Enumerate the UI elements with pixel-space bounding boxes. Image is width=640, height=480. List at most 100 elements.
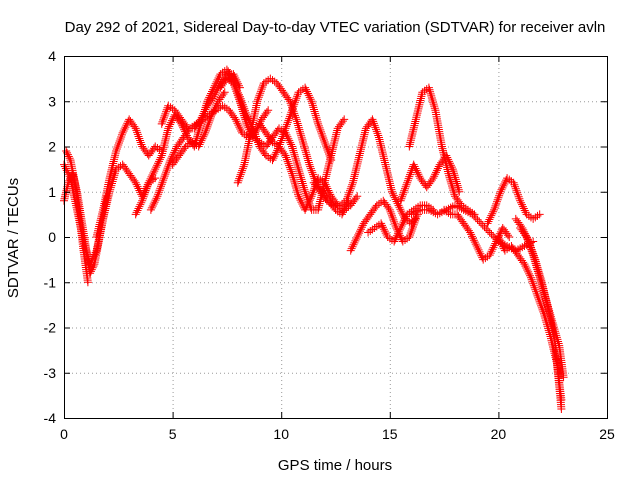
data-point: [396, 205, 405, 214]
data-point: [235, 95, 244, 104]
data-point: [321, 194, 330, 203]
data-point: [399, 188, 408, 197]
data-point: [350, 172, 359, 181]
data-point: [523, 265, 532, 274]
data-point: [407, 134, 416, 143]
data-point: [382, 166, 391, 175]
data-point: [294, 165, 303, 174]
data-point: [387, 185, 396, 194]
data-point: [357, 143, 366, 152]
data-point: [490, 241, 499, 250]
data-point: [305, 196, 314, 205]
data-point: [392, 231, 401, 240]
data-point: [113, 143, 122, 152]
data-point: [518, 202, 527, 211]
data-point: [290, 177, 299, 186]
data-point: [537, 303, 546, 312]
data-point: [394, 227, 403, 236]
data-point: [537, 301, 546, 310]
data-point: [319, 133, 328, 142]
data-point: [238, 166, 247, 175]
data-point: [282, 122, 291, 131]
data-point: [494, 193, 503, 202]
y-tick-label: 3: [48, 93, 56, 109]
data-point: [374, 131, 383, 140]
data-point: [264, 106, 273, 115]
data-point: [354, 155, 363, 164]
data-point: [356, 145, 365, 154]
data-point: [161, 136, 170, 145]
data-point: [490, 205, 499, 214]
data-point: [149, 169, 158, 178]
data-point: [484, 217, 493, 226]
data-point: [426, 89, 435, 98]
data-point: [352, 164, 361, 173]
data-point: [144, 178, 153, 187]
data-point: [526, 273, 535, 282]
data-point: [409, 160, 418, 169]
data-point: [293, 188, 302, 197]
data-point: [360, 130, 369, 139]
data-point: [543, 303, 552, 312]
data-point: [356, 225, 365, 234]
data-point: [355, 149, 364, 158]
data-point: [536, 299, 545, 308]
data-point: [408, 129, 417, 138]
data-point: [537, 278, 546, 287]
data-point: [349, 176, 358, 185]
data-point: [154, 190, 163, 199]
data-point: [327, 149, 336, 158]
data-point: [307, 192, 316, 201]
data-point: [232, 117, 241, 126]
data-point: [542, 299, 551, 308]
data-point: [295, 194, 304, 203]
data-point: [526, 271, 535, 280]
data-point: [312, 113, 321, 122]
data-point: [202, 124, 211, 133]
data-point: [322, 141, 331, 150]
data-point: [514, 192, 523, 201]
data-point: [314, 205, 323, 214]
data-point: [284, 95, 293, 104]
data-point: [294, 123, 303, 132]
data-point: [284, 116, 293, 125]
data-point: [299, 140, 308, 149]
data-point: [398, 192, 407, 201]
data-point: [114, 140, 123, 149]
data-point: [532, 289, 541, 298]
data-point: [486, 249, 495, 258]
data-point: [377, 145, 386, 154]
data-point: [470, 212, 479, 221]
data-point: [380, 156, 389, 165]
data-point: [429, 174, 438, 183]
data-point: [89, 261, 98, 270]
data-point: [411, 216, 420, 225]
data-point: [486, 213, 495, 222]
data-point: [299, 183, 308, 192]
data-point: [529, 281, 538, 290]
data-point: [379, 152, 388, 161]
data-point: [280, 149, 289, 158]
data-point: [159, 113, 168, 122]
data-point: [325, 188, 334, 197]
data-point: [93, 230, 102, 239]
data-point: [270, 152, 279, 161]
series-sat-g: [157, 70, 244, 133]
data-point: [322, 172, 331, 181]
data-point: [120, 125, 129, 134]
data-point: [298, 135, 307, 144]
series-sat-d: [92, 115, 166, 241]
data-point: [410, 218, 419, 227]
data-point: [162, 130, 171, 139]
data-point: [409, 220, 418, 229]
data-point: [63, 150, 72, 159]
data-point: [499, 242, 508, 251]
data-point: [471, 240, 480, 249]
data-point: [301, 187, 310, 196]
data-point: [384, 204, 393, 213]
data-point: [354, 231, 363, 240]
data-point: [243, 121, 252, 130]
data-point: [233, 119, 242, 128]
data-point: [323, 166, 332, 175]
data-point: [495, 191, 504, 200]
